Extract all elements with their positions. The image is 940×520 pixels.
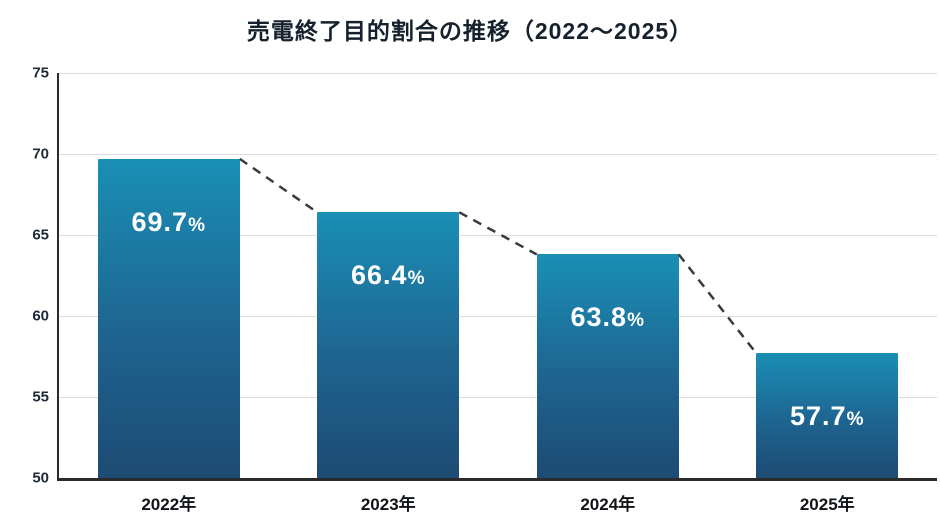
percent-sign: % xyxy=(188,214,206,236)
x-axis-tick-2022年: 2022年 xyxy=(141,495,197,514)
x-axis-tick-2024年: 2024年 xyxy=(580,495,636,514)
bar-value-label: 57.7% xyxy=(790,401,865,432)
y-axis-tick-65: 65 xyxy=(32,226,49,244)
dashed-segment-2 xyxy=(677,253,758,355)
y-axis-tick-50: 50 xyxy=(32,469,49,487)
gridline-y-70 xyxy=(59,154,937,155)
dashed-segment-1 xyxy=(458,211,538,256)
x-axis-tick-2023年: 2023年 xyxy=(360,495,416,514)
gridline-y-55 xyxy=(59,397,937,398)
dashed-segment-0 xyxy=(239,157,318,214)
y-axis-tick-70: 70 xyxy=(32,145,49,163)
y-axis-tick-60: 60 xyxy=(32,307,49,325)
bar-2025年: 57.7% xyxy=(756,353,899,478)
bar-value-label: 69.7% xyxy=(131,206,206,237)
bar-value-label: 63.8% xyxy=(570,302,645,333)
bar-2024年: 63.8% xyxy=(536,254,679,478)
percent-sign: % xyxy=(407,268,426,290)
percent-sign: % xyxy=(846,409,865,431)
y-axis-tick-55: 55 xyxy=(32,388,49,406)
bar-2023年: 66.4% xyxy=(317,212,460,478)
gridline-y-60 xyxy=(59,316,937,317)
x-axis-tick-2025年: 2025年 xyxy=(799,495,855,514)
y-axis-tick-75: 75 xyxy=(32,64,49,82)
percent-sign: % xyxy=(627,310,645,332)
gridline-y-75 xyxy=(59,73,937,74)
chart-title: 売電終了目的割合の推移（2022〜2025） xyxy=(246,18,694,44)
plot-area: 50 55 60 65 70 75 69.7% 2022年 66.4% 2023年 63.8% 202… xyxy=(32,65,937,514)
bar-2022年: 69.7% xyxy=(97,158,240,478)
bar-value-label: 66.4% xyxy=(351,260,426,291)
